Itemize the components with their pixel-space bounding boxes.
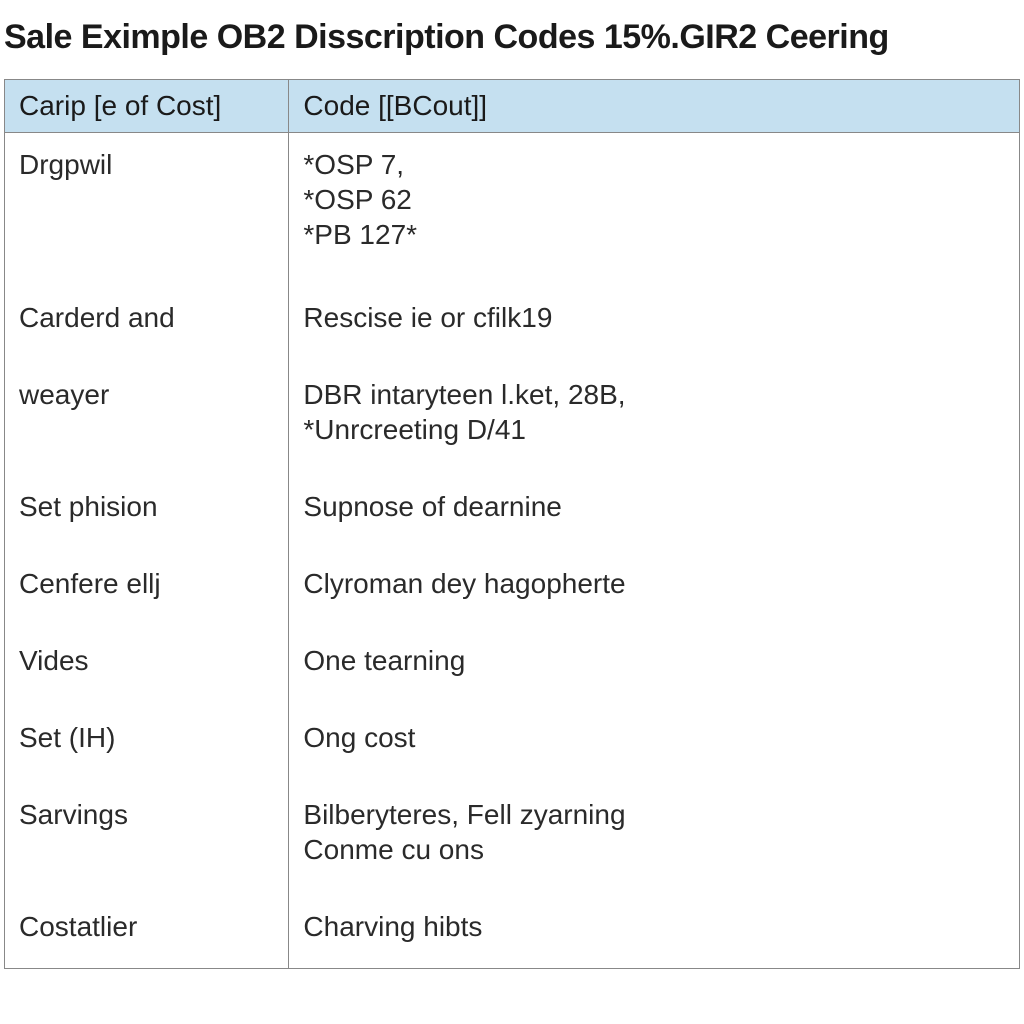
table-row: Vides One tearning <box>5 625 1019 702</box>
cell-code: Rescise ie or cfilk19 <box>289 282 1019 359</box>
page-title: Sale Eximple OB2 Disscription Codes 15%.… <box>0 0 1024 79</box>
cell-category: weayer <box>5 359 289 471</box>
cell-code: One tearning <box>289 625 1019 702</box>
column-header-code: Code [[BCout]] <box>289 80 1019 133</box>
cell-category: Set phision <box>5 471 289 548</box>
codes-table: Carip [e of Cost] Code [[BCout]] Drgpwil… <box>5 80 1019 968</box>
cell-category: Drgpwil <box>5 133 289 283</box>
table-row: Set (IH) Ong cost <box>5 702 1019 779</box>
table-row: weayer DBR intaryteen l.ket, 28B, *Unrcr… <box>5 359 1019 471</box>
table-row: Cenfere ellj Clyroman dey hagopherte <box>5 548 1019 625</box>
cell-code: Clyroman dey hagopherte <box>289 548 1019 625</box>
codes-table-container: Carip [e of Cost] Code [[BCout]] Drgpwil… <box>4 79 1020 969</box>
table-row: Drgpwil *OSP 7, *OSP 62 *PB 127* <box>5 133 1019 283</box>
table-row: Costatlier Charving hibts <box>5 891 1019 968</box>
table-row: Carderd and Rescise ie or cfilk19 <box>5 282 1019 359</box>
cell-category: Costatlier <box>5 891 289 968</box>
cell-category: Cenfere ellj <box>5 548 289 625</box>
table-header-row: Carip [e of Cost] Code [[BCout]] <box>5 80 1019 133</box>
table-row: Set phision Supnose of dearnine <box>5 471 1019 548</box>
cell-code: Supnose of dearnine <box>289 471 1019 548</box>
cell-code: Bilberyteres, Fell zyarning Conme cu ons <box>289 779 1019 891</box>
cell-code: *OSP 7, *OSP 62 *PB 127* <box>289 133 1019 283</box>
cell-category: Sarvings <box>5 779 289 891</box>
cell-code: Charving hibts <box>289 891 1019 968</box>
cell-category: Set (IH) <box>5 702 289 779</box>
cell-code: Ong cost <box>289 702 1019 779</box>
cell-code: DBR intaryteen l.ket, 28B, *Unrcreeting … <box>289 359 1019 471</box>
column-header-carip: Carip [e of Cost] <box>5 80 289 133</box>
cell-category: Carderd and <box>5 282 289 359</box>
cell-category: Vides <box>5 625 289 702</box>
table-row: Sarvings Bilberyteres, Fell zyarning Con… <box>5 779 1019 891</box>
